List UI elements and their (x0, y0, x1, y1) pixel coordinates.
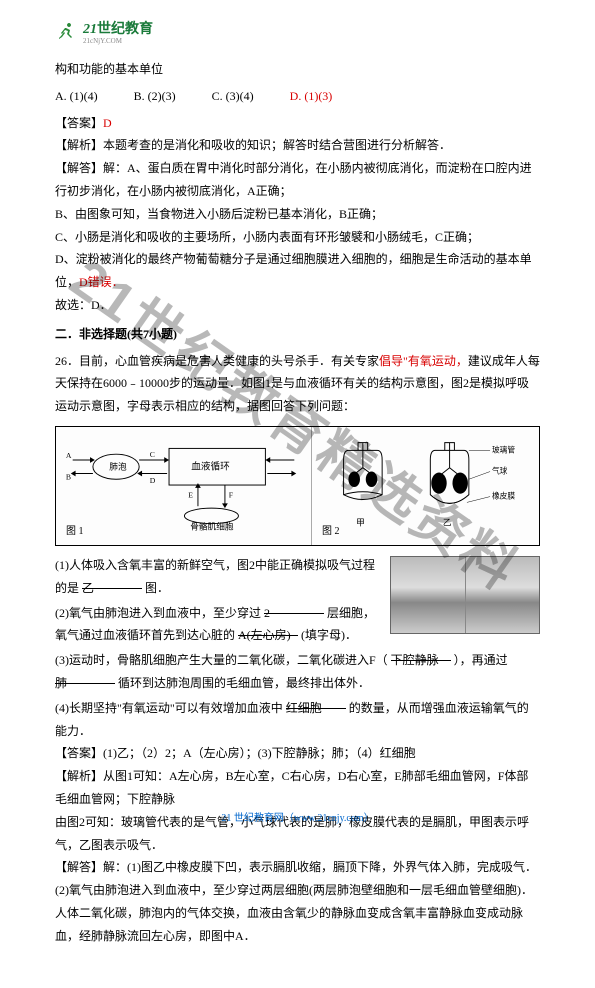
solve-a: 解：A、蛋白质在胃中消化时部分消化，在小肠内被彻底消化，而淀粉在口腔内进行初步消… (55, 161, 532, 198)
fig2-svg: 甲 乙 玻璃管 气球 橡皮膜 (318, 433, 533, 539)
q26-3: (3)运动时，骨骼肌细胞产生大量的二氧化碳，二氧化碳进入F（ 下腔静脉 ），再通… (55, 649, 540, 695)
option-a: A. (1)(4) (55, 85, 98, 108)
svg-text:E: E (188, 491, 193, 500)
analysis-text: 本题考查的是消化和吸收的知识；解答时结合营图进行分析解答． (103, 138, 451, 152)
svg-text:D: D (150, 476, 156, 485)
q26-hl: 倡导"有氧运动， (379, 354, 468, 368)
q26-1-ans: 乙 (82, 581, 94, 595)
q26-2-ans1: 2 (264, 606, 270, 620)
solve2-row: 【解答】解：(1)图乙中橡皮膜下凹，表示膈肌收缩，膈顶下降，外界气体入肺，完成吸… (55, 856, 540, 879)
blank-2b: A(左心房) (238, 624, 298, 636)
answer-row: 【答案】D (55, 112, 540, 135)
page-content: 构和功能的基本单位 A. (1)(4) B. (2)(3) C. (3)(4) … (0, 0, 595, 988)
q26-1-cont: 图． (145, 581, 169, 595)
q26-3b: ），再通过 (454, 653, 508, 667)
section-2-title: 二．非选择题(共7小题) (55, 323, 540, 346)
option-d: D. (1)(3) (290, 85, 333, 108)
figure-1: 肺泡 A B C D 血液循环 (56, 427, 312, 545)
blank-3a: 下腔静脉 (391, 649, 451, 661)
solve-d: D、淀粉被消化的最终产物葡萄糖分子是通过细胞膜进入细胞的，细胞是生命活动的基本单… (55, 252, 532, 289)
fig1-lung-label: 肺泡 (109, 461, 127, 472)
analysis-block: 【解析】本题考查的是消化和吸收的知识；解答时结合营图进行分析解答． (55, 134, 540, 157)
solve-label: 【解答】 (55, 161, 103, 175)
fig2-yi: 乙 (443, 517, 452, 527)
solve-block: 【解答】解：A、蛋白质在胃中消化时部分消化，在小肠内被彻底消化，而淀粉在口腔内进… (55, 157, 540, 203)
solve2-text: 解：(1)图乙中橡皮膜下凹，表示膈肌收缩，膈顶下降，外界气体入肺，完成吸气． (103, 860, 537, 874)
analysis-label: 【解析】 (55, 138, 103, 152)
q26-3c: 循环到达肺泡周围的毛细血管，最终排出体外． (118, 676, 370, 690)
q26-2c: (填字母)． (301, 628, 357, 642)
q26-4-ans: 红细胞 (286, 701, 322, 715)
solve-d-row: D、淀粉被消化的最终产物葡萄糖分子是通过细胞膜进入细胞的，细胞是生命活动的基本单… (55, 248, 540, 294)
svg-text:A: A (66, 451, 72, 460)
option-b: B. (2)(3) (134, 85, 176, 108)
figure-row: 肺泡 A B C D 血液循环 (55, 426, 540, 546)
fig1-box-label: 血液循环 (191, 461, 230, 473)
blank-1: 乙 (82, 577, 142, 589)
footer: 21 世纪教育网（www.21cnjy.com） (0, 809, 595, 824)
fig2-l1: 玻璃管 (492, 444, 515, 454)
answer2-label: 【答案】 (55, 746, 103, 760)
fig2-l3: 橡皮膜 (492, 490, 515, 500)
photo-pair (390, 556, 540, 634)
fig2-l2: 气球 (492, 465, 508, 475)
svg-text:F: F (229, 491, 233, 500)
answer2-row: 【答案】(1)乙；（2）2；A（左心房）；(3)下腔静脉；肺；（4）红细胞 (55, 742, 540, 765)
analysis2-text: 从图1可知：A左心房，B左心室，C右心房，D右心室，E肺部毛细血管网，F体部毛细… (55, 769, 528, 806)
analysis2-row: 【解析】从图1可知：A左心房，B左心室，C右心房，D右心室，E肺部毛细血管网，F… (55, 765, 540, 811)
line-fragment: 构和功能的基本单位 (55, 58, 540, 81)
photo-right (466, 557, 540, 633)
fig1-muscle-label: 骨骼肌细胞 (190, 520, 234, 531)
blank-3b: 肺 (55, 672, 115, 684)
solve-d2: D错误． (79, 275, 124, 289)
photo-left (391, 557, 466, 633)
svg-text:C: C (150, 450, 155, 459)
option-c: C. (3)(4) (212, 85, 254, 108)
analysis2-label: 【解析】 (55, 769, 103, 783)
q26-intro-row: 26．目前，心血管疾病是危害人类健康的头号杀手．有关专家倡导"有氧运动，建议成年… (55, 350, 540, 418)
q26-3a: (3)运动时，骨骼肌细胞产生大量的二氧化碳，二氧化碳进入F（ (55, 653, 388, 667)
q26-2-ans2: A(左心房) (238, 628, 291, 642)
answer2-body: (1)乙；（2）2；A（左心房）；(3)下腔静脉；肺；（4）红细胞 (103, 746, 416, 760)
answer-options: A. (1)(4) B. (2)(3) C. (3)(4) D. (1)(3) (55, 85, 540, 108)
solve-b: B、由图象可知，当食物进入小肠后淀粉已基本消化，B正确； (55, 203, 540, 226)
choose: 故选：D． (55, 294, 540, 317)
fig2-jia: 甲 (356, 517, 365, 527)
fig1-caption: 图 1 (66, 522, 84, 541)
blank-2a: 2 (264, 602, 324, 614)
solve2-label: 【解答】 (55, 860, 103, 874)
svg-text:B: B (66, 472, 71, 481)
fig2-caption: 图 2 (322, 522, 340, 541)
answer-label: 【答案】 (55, 116, 103, 130)
answer-value: D (103, 116, 112, 130)
q26-intro: 26．目前，心血管疾病是危害人类健康的头号杀手．有关专家 (55, 354, 379, 368)
solve2-2a: (2)氧气由肺泡进入到血液中，至少穿过两层细胞(两层肺泡壁细胞和一层毛细血管壁细… (55, 879, 540, 947)
q26-4a: (4)长期坚持"有氧运动"可以有效增加血液中 (55, 701, 283, 715)
figure-2: 甲 乙 玻璃管 气球 橡皮膜 图 2 (312, 427, 539, 545)
q26-3-ans2: 肺 (55, 676, 67, 690)
q26-2a: (2)氧气由肺泡进入到血液中，至少穿过 (55, 606, 261, 620)
solve-c: C、小肠是消化和吸收的主要场所，小肠内表面有环形皱襞和小肠绒毛，C正确； (55, 226, 540, 249)
fig1-svg: 肺泡 A B C D 血液循环 (62, 433, 305, 539)
blank-4: 红细胞 (286, 697, 346, 709)
q26-4: (4)长期坚持"有氧运动"可以有效增加血液中 红细胞 的数量，从而增强血液运输氧… (55, 697, 540, 743)
q26-3-ans1: 下腔静脉 (391, 653, 439, 667)
